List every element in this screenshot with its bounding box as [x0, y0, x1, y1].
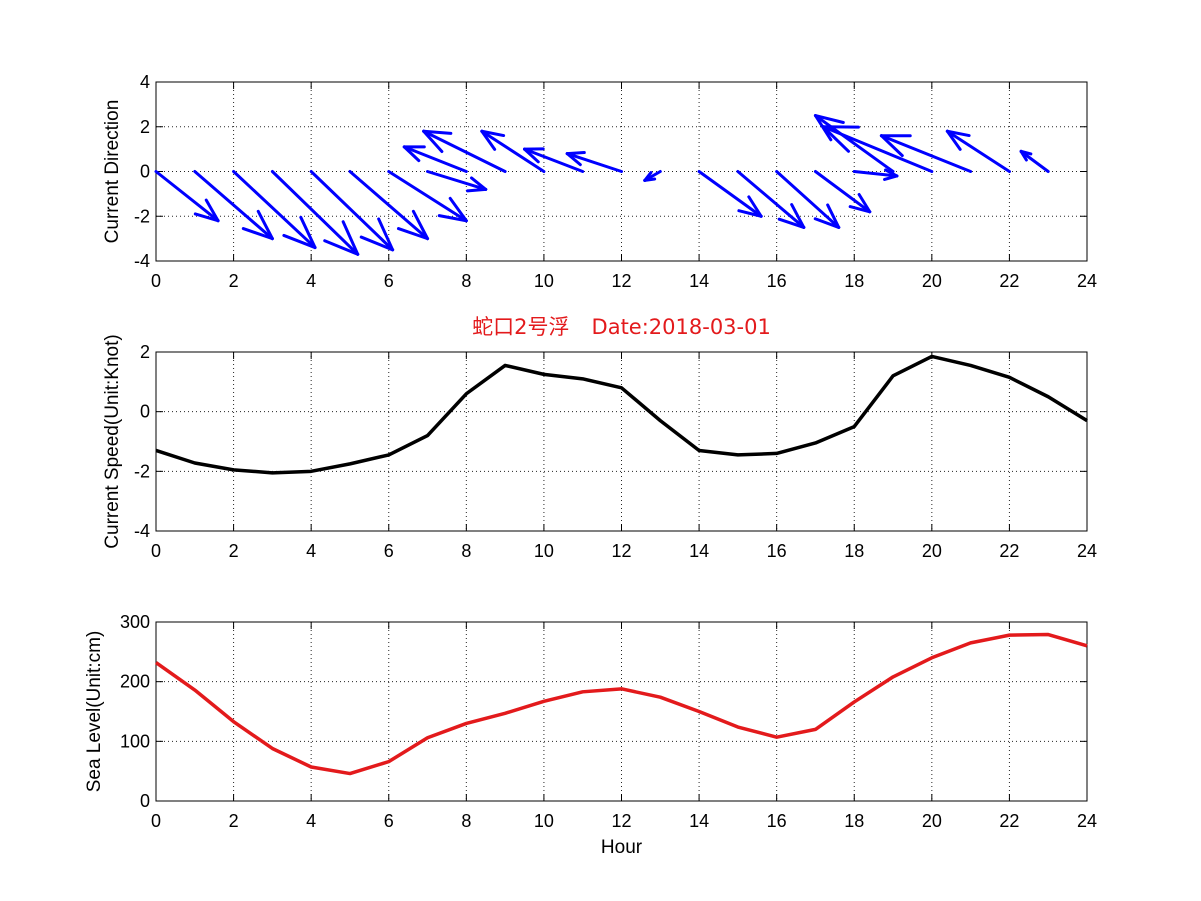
- direction-arrow: [480, 129, 546, 173]
- x-tick-label: 10: [534, 271, 554, 291]
- x-tick-label: 2: [229, 811, 239, 831]
- x-tick-label: 4: [306, 811, 316, 831]
- x-tick-label: 4: [306, 541, 316, 561]
- x-tick-label: 6: [384, 271, 394, 291]
- direction-arrow: [565, 151, 623, 173]
- x-axis-label: Hour: [601, 837, 643, 858]
- x-tick-label: 16: [767, 271, 787, 291]
- direction-arrow: [643, 170, 662, 182]
- x-tick-label: 12: [611, 541, 631, 561]
- x-tick-label: 12: [611, 811, 631, 831]
- x-tick-label: 22: [999, 271, 1019, 291]
- direction-arrow: [821, 125, 934, 173]
- y-tick-label: 0: [140, 791, 150, 811]
- y-tick-label: -2: [134, 206, 150, 226]
- x-tick-label: 0: [151, 811, 161, 831]
- direction-arrow: [1019, 149, 1050, 173]
- x-tick-label: 2: [229, 541, 239, 561]
- x-tick-label: 20: [922, 271, 942, 291]
- x-tick-label: 10: [534, 811, 554, 831]
- x-tick-label: 8: [461, 271, 471, 291]
- direction-arrow: [422, 129, 507, 173]
- x-tick-label: 20: [922, 811, 942, 831]
- x-tick-label: 14: [689, 541, 709, 561]
- x-tick-label: 8: [461, 811, 471, 831]
- x-tick-label: 22: [999, 811, 1019, 831]
- x-tick-label: 14: [689, 271, 709, 291]
- title-site: 蛇口2号浮: [472, 315, 569, 339]
- direction-arrow: [736, 170, 806, 229]
- y-axis-label: Sea Level(Unit:cm): [84, 631, 105, 793]
- y-axis-label: Current Speed(Unit:Knot): [102, 334, 123, 548]
- x-tick-label: 0: [151, 271, 161, 291]
- direction-arrow: [387, 170, 468, 223]
- direction-arrow: [154, 170, 220, 223]
- y-tick-label: -4: [134, 251, 150, 271]
- y-tick-label: 0: [140, 402, 150, 422]
- y-tick-label: 2: [140, 117, 150, 137]
- x-tick-label: 24: [1077, 271, 1097, 291]
- direction-arrow: [402, 145, 468, 173]
- x-tick-label: 4: [306, 271, 316, 291]
- x-tick-label: 6: [384, 811, 394, 831]
- y-tick-label: 200: [120, 672, 150, 692]
- direction-arrow: [775, 170, 841, 229]
- y-axis-label: Current Direction: [102, 100, 123, 244]
- direction-arrow: [523, 147, 585, 173]
- chart-title: 蛇口2号浮 Date:2018-03-01: [472, 315, 771, 339]
- direction-arrow: [945, 129, 1011, 173]
- x-tick-label: 0: [151, 541, 161, 561]
- x-tick-label: 18: [844, 541, 864, 561]
- x-tick-label: 18: [844, 271, 864, 291]
- x-tick-label: 14: [689, 811, 709, 831]
- x-tick-label: 22: [999, 541, 1019, 561]
- direction-arrow: [426, 170, 488, 193]
- x-tick-label: 8: [461, 541, 471, 561]
- x-tick-label: 18: [844, 811, 864, 831]
- direction-arrow: [852, 168, 899, 181]
- x-tick-label: 12: [611, 271, 631, 291]
- direction-arrow: [309, 170, 395, 252]
- direction-arrow: [879, 134, 973, 173]
- plot-frame: [155, 351, 1088, 532]
- series-line: [154, 632, 1088, 776]
- x-tick-label: 16: [767, 541, 787, 561]
- y-tick-label: 0: [140, 162, 150, 182]
- y-tick-label: -4: [134, 521, 150, 541]
- x-tick-label: 10: [534, 541, 554, 561]
- y-tick-label: 300: [120, 612, 150, 632]
- x-tick-label: 20: [922, 541, 942, 561]
- direction-arrow: [270, 170, 360, 256]
- direction-arrow: [348, 170, 430, 241]
- y-tick-label: 2: [140, 342, 150, 362]
- title-date: Date:2018-03-01: [592, 315, 771, 339]
- x-tick-label: 24: [1077, 811, 1097, 831]
- x-tick-label: 2: [229, 271, 239, 291]
- direction-arrow: [813, 170, 872, 214]
- series-line: [155, 354, 1088, 475]
- direction-arrow: [193, 170, 274, 241]
- y-tick-label: 100: [120, 731, 150, 751]
- x-tick-label: 24: [1077, 541, 1097, 561]
- y-tick-label: 4: [140, 72, 150, 92]
- direction-arrow: [813, 114, 895, 173]
- direction-arrow: [697, 170, 763, 218]
- y-tick-label: -2: [134, 461, 150, 481]
- x-tick-label: 6: [384, 541, 394, 561]
- plot-frame: [155, 621, 1088, 802]
- direction-arrow: [232, 170, 317, 250]
- x-tick-label: 16: [767, 811, 787, 831]
